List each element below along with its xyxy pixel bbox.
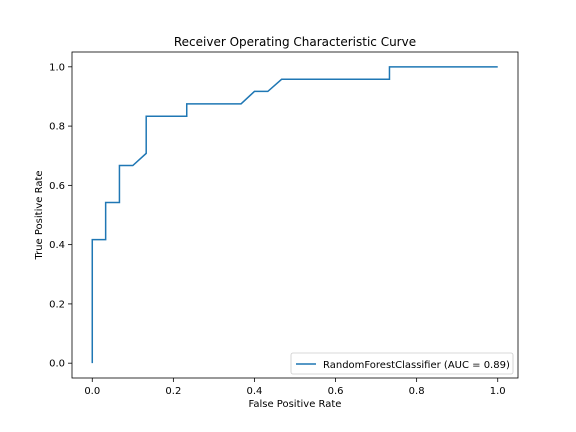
x-tick-label: 0.6 bbox=[328, 386, 344, 397]
x-tick-label: 0.8 bbox=[409, 386, 425, 397]
y-tick-label: 0.0 bbox=[49, 359, 65, 370]
plot-frame bbox=[71, 51, 519, 379]
legend-box bbox=[290, 352, 514, 375]
x-axis-label: False Positive Rate bbox=[249, 399, 342, 410]
x-axis-ticks: 0.0 0.2 0.4 0.6 0.8 1.0 bbox=[84, 378, 506, 397]
y-axis-ticks: 0.0 0.2 0.4 0.6 0.8 1.0 bbox=[49, 62, 72, 370]
y-tick-label: 1.0 bbox=[49, 62, 65, 73]
roc-curve-line bbox=[91, 66, 498, 364]
y-tick-label: 0.2 bbox=[49, 299, 65, 310]
y-tick-label: 0.8 bbox=[49, 122, 65, 133]
x-tick-label: 0.2 bbox=[165, 386, 181, 397]
x-tick-label: 1.0 bbox=[490, 386, 506, 397]
y-tick-label: 0.6 bbox=[49, 181, 65, 192]
legend: RandomForestClassifier (AUC = 0.89) bbox=[290, 352, 514, 375]
x-tick-label: 0.0 bbox=[84, 386, 100, 397]
plot-area bbox=[72, 52, 518, 378]
y-tick-label: 0.4 bbox=[49, 240, 65, 251]
x-tick-label: 0.4 bbox=[247, 386, 263, 397]
y-axis-label: True Positive Rate bbox=[34, 170, 45, 260]
legend-label: RandomForestClassifier (AUC = 0.89) bbox=[323, 360, 510, 371]
chart-title: Receiver Operating Characteristic Curve bbox=[174, 35, 416, 49]
